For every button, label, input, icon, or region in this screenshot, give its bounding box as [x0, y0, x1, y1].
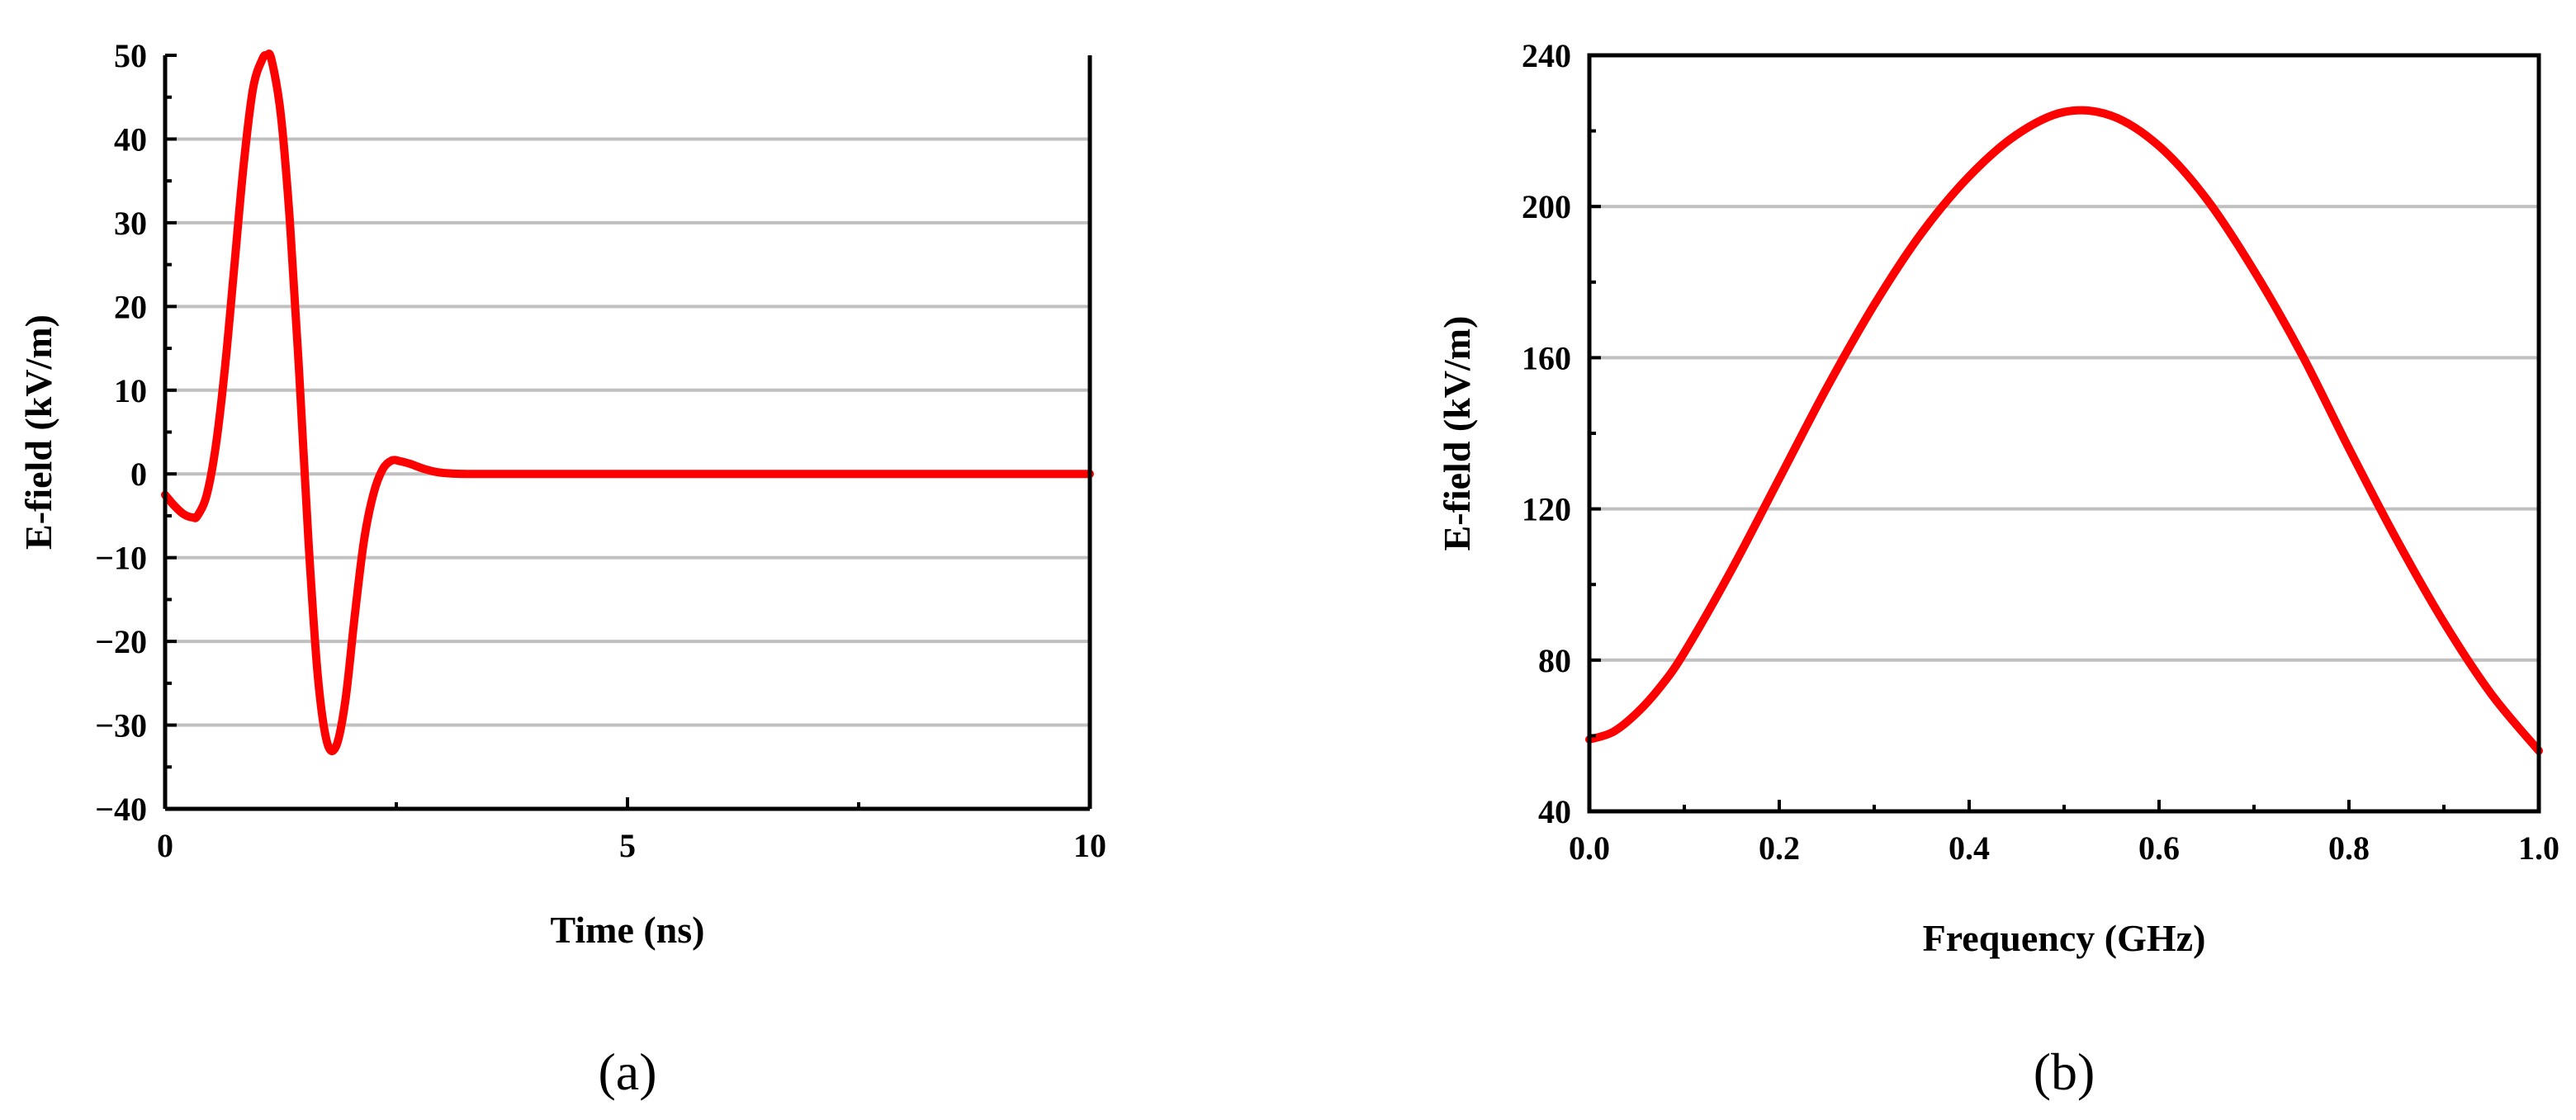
x-tick-label: 0.6	[2138, 829, 2180, 867]
y-tick-label: −10	[95, 540, 147, 577]
x-axis-title: Frequency (GHz)	[1923, 917, 2206, 959]
y-tick-label: 10	[114, 372, 147, 409]
y-tick-label: 160	[1522, 339, 1571, 376]
x-tick-label: 0	[157, 827, 173, 864]
panel-label: (a)	[598, 1042, 656, 1101]
y-tick-label: 80	[1538, 642, 1571, 679]
x-tick-label: 5	[619, 827, 636, 864]
y-tick-label: 30	[114, 205, 147, 242]
x-tick-label: 1.0	[2518, 829, 2559, 867]
x-axis-title: Time (ns)	[551, 909, 705, 951]
y-tick-label: 40	[114, 121, 147, 158]
x-tick-label: 0.2	[1759, 829, 1800, 867]
y-tick-label: 20	[114, 288, 147, 325]
y-tick-label: 240	[1522, 37, 1571, 74]
y-tick-label: −20	[95, 623, 147, 660]
y-tick-label: −40	[95, 791, 147, 828]
y-tick-label: 200	[1522, 188, 1571, 225]
y-tick-label: 50	[114, 37, 147, 74]
x-tick-label: 10	[1073, 827, 1106, 864]
y-axis-title: E-field (kV/m)	[1436, 316, 1478, 551]
series-line	[161, 50, 1094, 755]
y-tick-label: 120	[1522, 491, 1571, 528]
series-line	[1585, 106, 2543, 755]
x-tick-label: 0.0	[1569, 829, 1610, 867]
x-tick-label: 0.8	[2328, 829, 2370, 867]
chart-panel-a: −40 −30 −20 −10 0 10 20 30 40 50 0 5 10 Time (ns) E-fi…	[17, 37, 1106, 1101]
y-tick-label: −30	[95, 707, 147, 744]
chart-panel-b: 40 80 120 160 200 240 0.0 0.2 0.4 0.6 0.8 1.0 Freque…	[1436, 37, 2559, 1101]
x-tick-label: 0.4	[1949, 829, 1990, 867]
panel-label: (b)	[2034, 1042, 2095, 1101]
plot-frame	[1587, 53, 2541, 814]
y-axis-title: E-field (kV/m)	[17, 314, 59, 550]
y-tick-label: 40	[1538, 793, 1571, 830]
y-tick-label: 0	[130, 456, 147, 493]
